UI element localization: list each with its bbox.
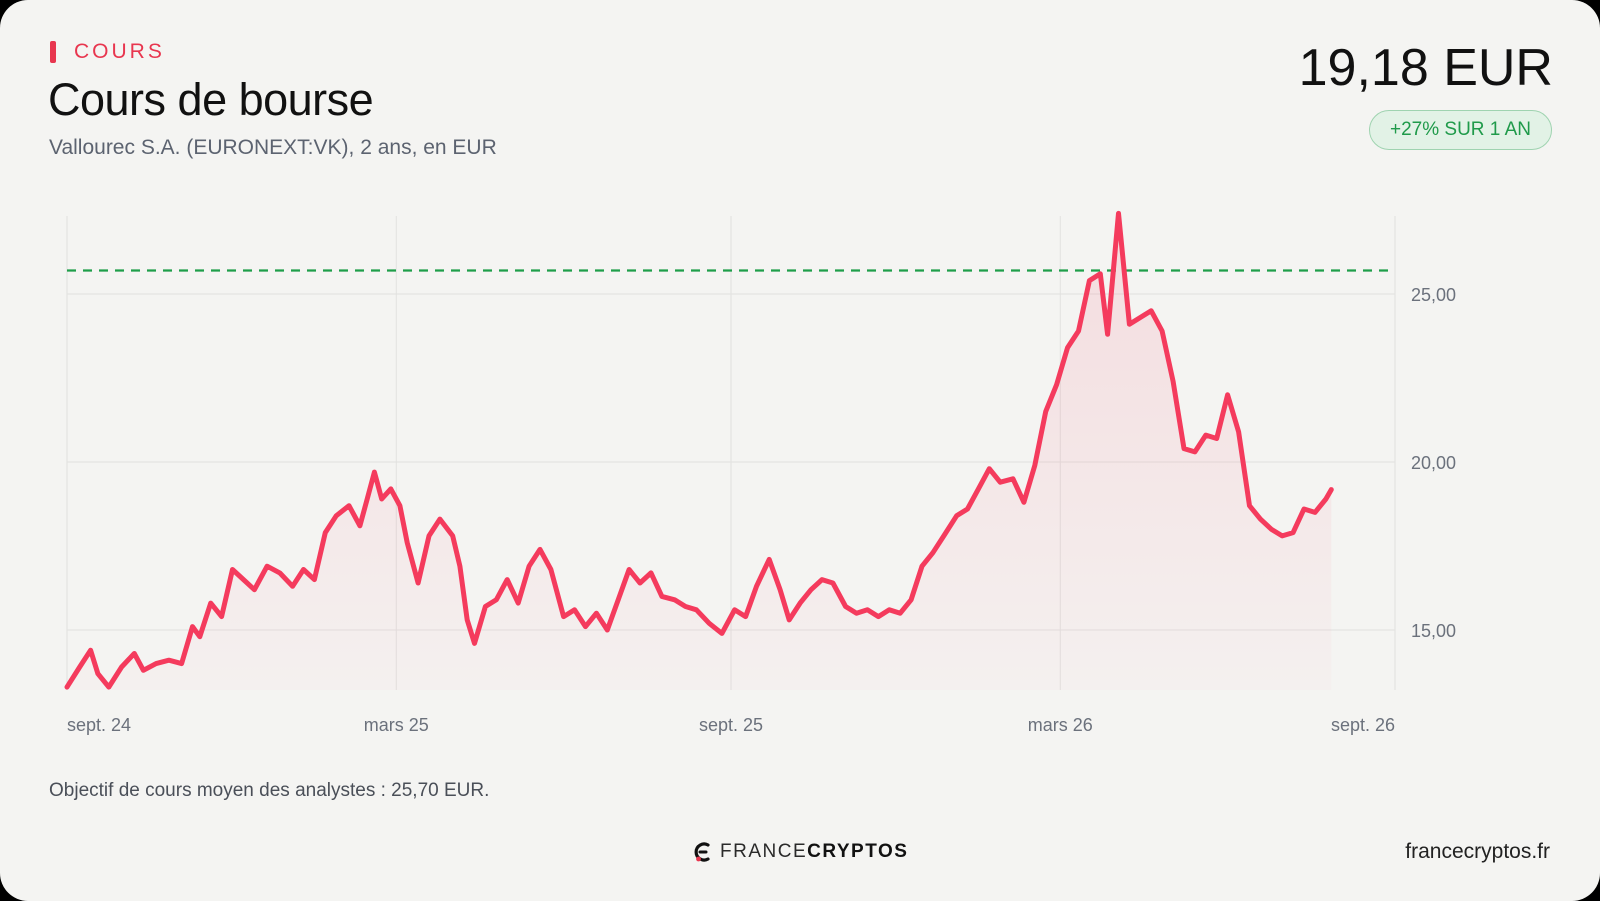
kicker-accent-bar — [50, 41, 56, 63]
x-tick-label: sept. 26 — [1331, 715, 1395, 735]
analyst-target-note: Objectif de cours moyen des analystes : … — [49, 780, 490, 801]
x-tick-label: mars 26 — [1028, 715, 1093, 735]
price-area-fill — [67, 213, 1332, 690]
page-title: Cours de bourse — [48, 74, 374, 125]
current-price: 19,18 EUR — [1298, 39, 1553, 97]
axis-labels: sept. 24 mars 25 sept. 25 mars 26 sept. 26 15… — [67, 285, 1456, 735]
brand-name-part1: FRANCE — [720, 841, 808, 862]
price-area — [67, 213, 1332, 690]
x-tick-label: sept. 24 — [67, 715, 131, 735]
y-tick-label: 15,00 — [1411, 621, 1456, 641]
brand-logo-icon — [694, 842, 710, 862]
brand-logo: FRANCE CRYPTOS — [692, 841, 908, 863]
section-kicker: COURS — [50, 40, 165, 64]
chart-subtitle: Vallourec S.A. (EURONEXT:VK), 2 ans, en … — [49, 136, 497, 159]
kicker-label: COURS — [74, 40, 165, 63]
x-tick-label: mars 25 — [364, 715, 429, 735]
price-line — [64, 210, 1334, 690]
site-url[interactable]: francecryptos.fr — [1405, 840, 1550, 863]
brand-name-part2: CRYPTOS — [807, 841, 909, 862]
y-tick-label: 25,00 — [1411, 285, 1456, 305]
y-tick-label: 20,00 — [1411, 453, 1456, 473]
x-tick-label: sept. 25 — [699, 715, 763, 735]
price-series-line — [64, 210, 1334, 690]
change-badge: +27% SUR 1 AN — [1369, 110, 1552, 150]
